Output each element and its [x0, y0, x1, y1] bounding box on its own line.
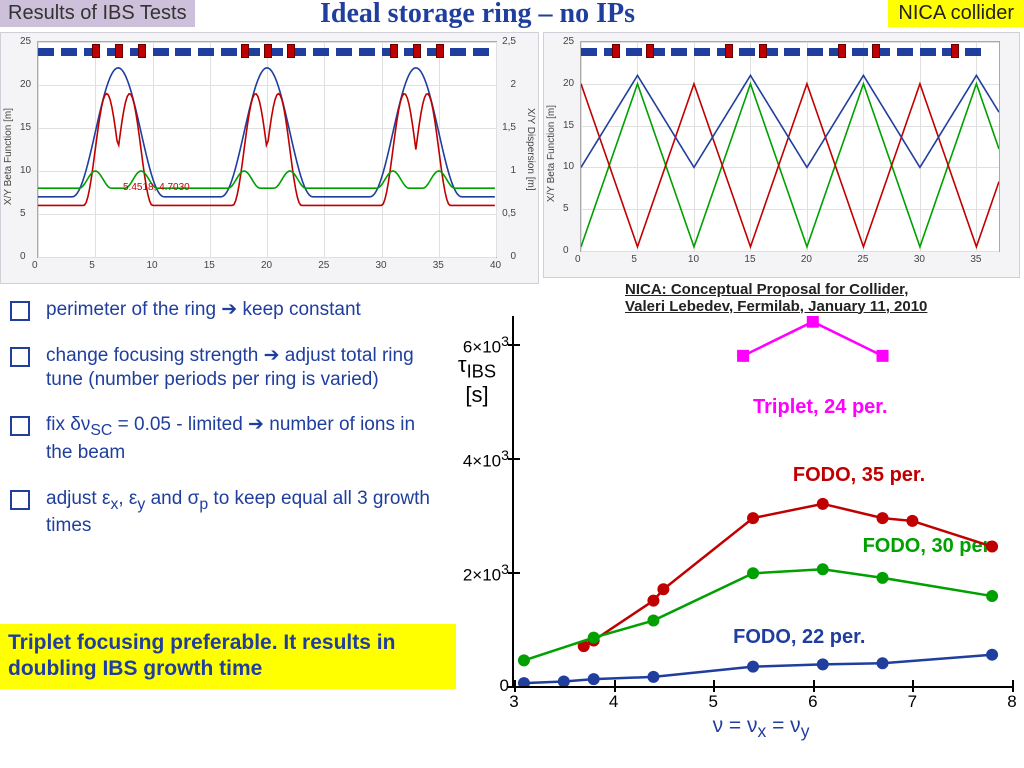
bullet-item: perimeter of the ring ➔ keep constant [10, 298, 440, 322]
chart-annotation: 5.4518, 4.7030 [123, 182, 190, 193]
bullet-text: change focusing strength ➔ adjust total … [46, 344, 440, 392]
ibs-growth-chart: τIBS[s] 02×1034×1036×103345678Triplet, 2… [452, 312, 1022, 742]
checkbox-icon [10, 347, 30, 367]
results-label: Results of IBS Tests [0, 0, 195, 27]
bullet-text: fix δνSC = 0.05 - limited ➔ number of io… [46, 413, 440, 464]
conclusion-highlight: Triplet focusing preferable. It results … [0, 624, 456, 689]
beta-function-chart-left: X/Y Beta Function [m] X/Y Dispersion [m]… [0, 32, 539, 284]
y-axis-label-right: X/Y Dispersion [m] [525, 108, 536, 191]
checkbox-icon [10, 416, 30, 436]
bullet-list: perimeter of the ring ➔ keep constant cha… [10, 298, 440, 560]
ibs-x-label: ν = νx = νy [512, 714, 1010, 742]
bullet-item: adjust εx, εy and σp to keep equal all 3… [10, 487, 440, 538]
beta-function-chart-right: X/Y Beta Function [m] 051015202505101520… [543, 32, 1020, 278]
ibs-chart-caption: NICA: Conceptual Proposal for Collider,V… [625, 282, 927, 315]
checkbox-icon [10, 301, 30, 321]
bullet-item: change focusing strength ➔ adjust total … [10, 344, 440, 392]
y-axis-label-left: X/Y Beta Function [m] [3, 108, 14, 205]
ibs-y-label: τIBS[s] [452, 352, 502, 408]
nica-label: NICA collider [888, 0, 1024, 27]
page-title: Ideal storage ring – no IPs [320, 0, 635, 30]
bullet-text: adjust εx, εy and σp to keep equal all 3… [46, 487, 440, 538]
bullet-text: perimeter of the ring ➔ keep constant [46, 298, 361, 322]
checkbox-icon [10, 490, 30, 510]
y-axis-label-left: X/Y Beta Function [m] [546, 105, 557, 202]
bullet-item: fix δνSC = 0.05 - limited ➔ number of io… [10, 413, 440, 464]
